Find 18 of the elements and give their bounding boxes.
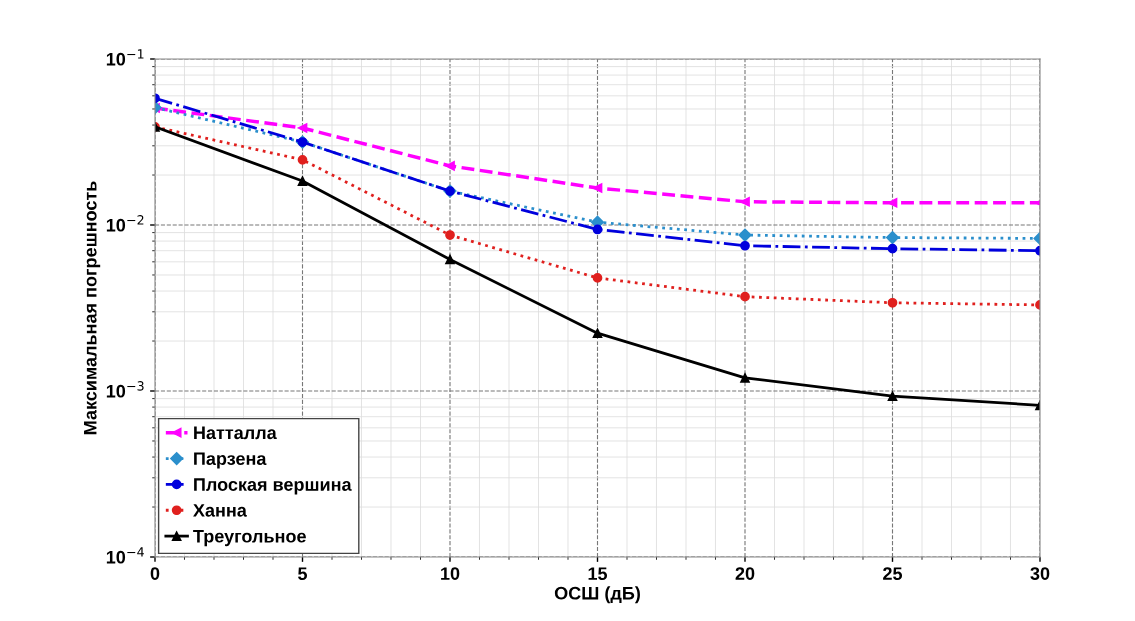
legend-label: Плоская вершина (194, 478, 352, 495)
y-tick-label: 10$^{−4}$ (106, 547, 144, 564)
x-tick-label: 30 (1030, 567, 1050, 581)
y-axis-title: Максимальная погрешность (84, 181, 101, 435)
x-tick-label: 10 (441, 567, 460, 580)
legend-label: Треугольное (193, 530, 306, 547)
y-tick-label: 10$^{−3}$ (106, 381, 144, 398)
legend-label: Ханна (193, 504, 247, 517)
x-tick-label: 15 (588, 567, 608, 580)
x-tick-label: 25 (883, 567, 903, 580)
y-tick-label: 10$^{−2}$ (106, 215, 144, 232)
x-tick-label: 5 (298, 567, 308, 580)
x-tick-label: 0 (150, 567, 160, 580)
legend-label: Парзена (194, 452, 267, 469)
legend-label: Натталла (194, 426, 277, 440)
y-tick-label: 10$^{−1}$ (106, 49, 144, 66)
x-axis-title: ОСШ (дБ) (554, 586, 640, 604)
x-tick-label: 20 (735, 567, 755, 580)
